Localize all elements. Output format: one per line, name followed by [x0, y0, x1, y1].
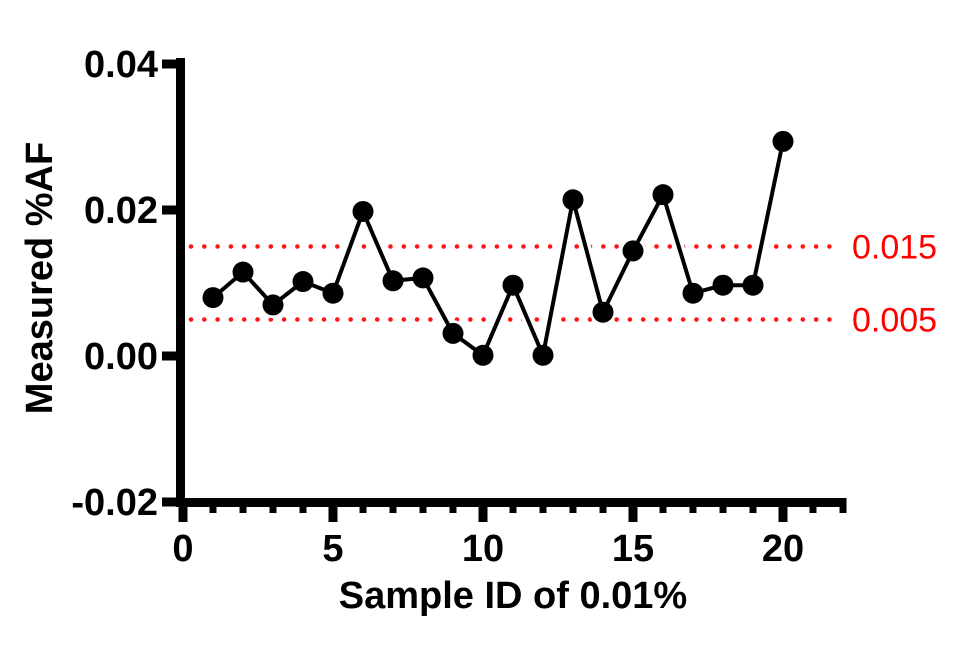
x-tick-major [478, 498, 488, 522]
y-tick-label: 0.02 [84, 190, 158, 232]
data-point-marker [592, 301, 614, 323]
data-point-marker [322, 282, 344, 304]
data-point-marker [382, 270, 404, 292]
y-tick [162, 351, 176, 361]
x-tick-minor [839, 498, 847, 513]
y-tick-label: 0.04 [84, 44, 158, 86]
y-tick [162, 59, 176, 69]
x-tick-label: 20 [762, 528, 804, 570]
x-tick-minor [659, 498, 667, 513]
x-tick-minor [689, 498, 697, 513]
data-point-marker [772, 130, 794, 152]
x-tick-minor [809, 498, 817, 513]
y-axis-line [176, 58, 185, 507]
data-point-marker [742, 274, 764, 296]
data-point-marker [202, 287, 224, 309]
x-tick-minor [509, 498, 517, 513]
data-point-marker [352, 200, 374, 222]
x-axis-title: Sample ID of 0.01% [339, 575, 687, 617]
x-tick-minor [419, 498, 427, 513]
x-tick-minor [269, 498, 277, 513]
x-tick-major [628, 498, 638, 522]
data-point-marker [622, 240, 644, 262]
x-tick-major [328, 498, 338, 522]
x-tick-minor [239, 498, 247, 513]
x-tick-label: 5 [322, 528, 343, 570]
data-point-marker [562, 189, 584, 211]
data-point-marker [262, 294, 284, 316]
data-point-marker [502, 274, 524, 296]
y-tick [162, 497, 176, 507]
x-tick-label: 0 [172, 528, 193, 570]
data-point-marker [412, 267, 434, 289]
data-point-marker [682, 282, 704, 304]
reference-line-label: 0.015 [852, 229, 937, 267]
x-tick-minor [389, 498, 397, 513]
data-point-marker [232, 261, 254, 283]
x-tick-minor [299, 498, 307, 513]
y-tick [162, 205, 176, 215]
x-tick-major [778, 498, 788, 522]
data-point-marker [292, 271, 314, 293]
data-point-marker [532, 344, 554, 366]
x-tick-minor [599, 498, 607, 513]
y-tick-label: -0.02 [71, 482, 158, 524]
reference-line-label: 0.005 [852, 302, 937, 340]
data-point-marker [712, 274, 734, 296]
x-tick-label: 10 [462, 528, 504, 570]
data-point-marker [472, 344, 494, 366]
x-tick-minor [569, 498, 577, 513]
x-tick-minor [719, 498, 727, 513]
x-tick-minor [749, 498, 757, 513]
y-tick-label: 0.00 [84, 336, 158, 378]
x-tick-major [178, 498, 188, 522]
x-tick-minor [539, 498, 547, 513]
x-tick-minor [209, 498, 217, 513]
y-axis-title: Measured %AF [19, 142, 61, 414]
x-tick-minor [449, 498, 457, 513]
x-tick-label: 15 [612, 528, 654, 570]
data-point-marker [442, 322, 464, 344]
data-point-marker [652, 184, 674, 206]
x-tick-minor [359, 498, 367, 513]
